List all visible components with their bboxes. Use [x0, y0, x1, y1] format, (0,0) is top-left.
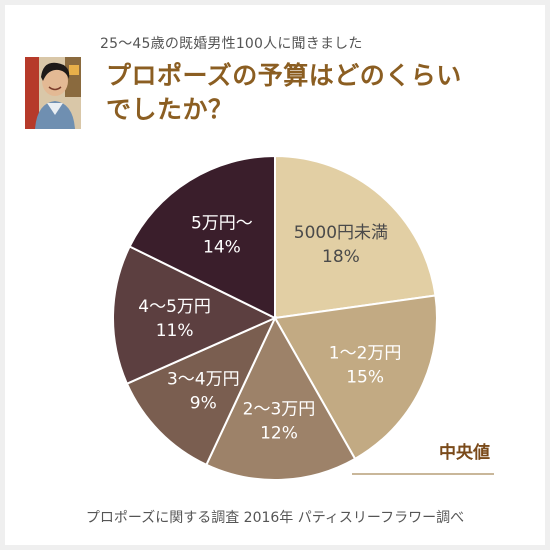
slice-label-5: 4～5万円	[138, 297, 211, 317]
slice-label-4: 3～4万円	[167, 369, 240, 389]
man-photo	[25, 57, 81, 129]
slice-value-3: 12%	[260, 423, 298, 443]
source-note: プロポーズに関する調査 2016年 パティスリーフラワー調べ	[85, 510, 465, 526]
chart-title: プロポーズの予算はどのくらい でしたか？	[106, 59, 526, 127]
slice-value-5: 11%	[156, 321, 194, 341]
slice-value-4: 9%	[190, 393, 217, 413]
slice-value-6: 14%	[203, 238, 241, 258]
pie-slice-5	[112, 245, 278, 386]
man-photo-illustration	[25, 57, 81, 129]
pie-slice-2	[273, 294, 438, 461]
median-label: 中央値	[439, 442, 490, 463]
slice-value-2: 15%	[346, 367, 384, 387]
slice-label-3: 2～3万円	[243, 399, 316, 419]
pie-slice-4	[125, 316, 278, 467]
slice-label-2: 1～2万円	[329, 343, 402, 363]
survey-subtitle: 25～45歳の既婚男性100人に聞きました	[100, 36, 363, 52]
pie-slice-1	[274, 154, 437, 320]
pie-slice-6	[128, 154, 276, 320]
slice-label-1: 5000円未満	[294, 223, 388, 243]
title-line-1: プロポーズの予算はどのくらい	[106, 61, 462, 90]
slice-value-1: 18%	[322, 247, 360, 267]
slice-label-6: 5万円～	[191, 214, 253, 234]
title-line-2: でしたか？	[106, 95, 234, 124]
pie-slice-3	[205, 315, 357, 481]
